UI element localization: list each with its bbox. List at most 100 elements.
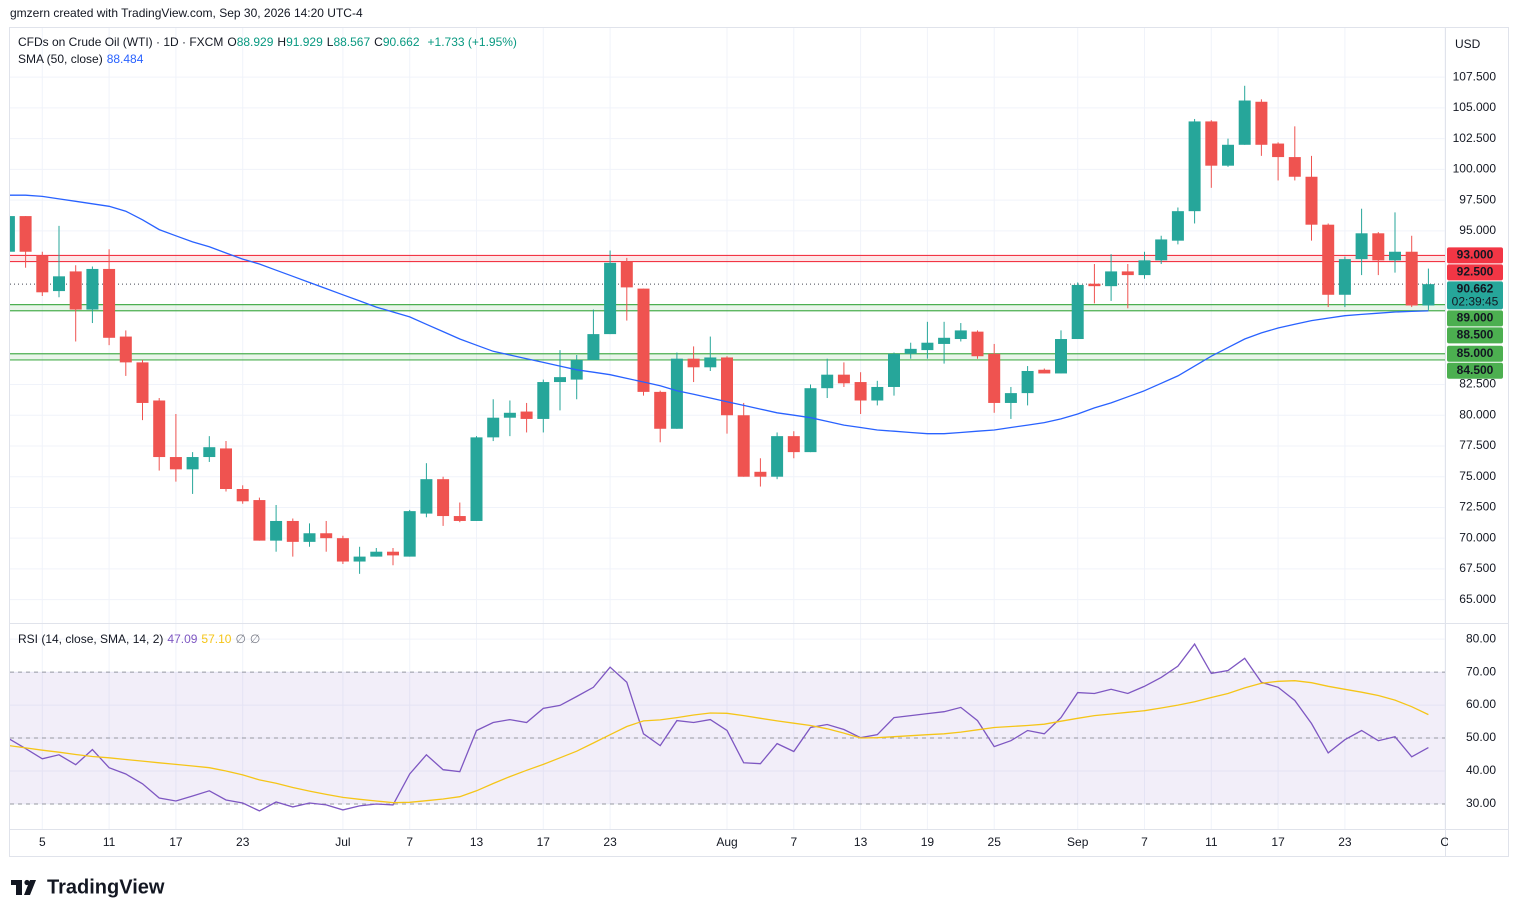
series-line — [10, 680, 1429, 804]
x-tick-label: 11 — [1205, 835, 1218, 849]
price-badge-label: 02:39:45 — [1452, 295, 1499, 309]
candle-body — [854, 382, 867, 401]
ohlc-legend: O88.929 H91.929 L88.567 C90.662 — [227, 35, 423, 49]
x-tick-label: 11 — [103, 835, 116, 849]
candle-body — [721, 357, 733, 416]
x-tick-label: 7 — [406, 835, 413, 849]
candle-body — [286, 520, 299, 542]
x-tick-label: 5 — [39, 835, 46, 849]
candle-body — [119, 336, 132, 363]
price-badge — [1447, 281, 1503, 310]
candle-body — [871, 386, 884, 401]
candle-body — [420, 479, 433, 514]
candle-body — [620, 261, 633, 288]
candle-body — [1405, 251, 1418, 306]
candle-body — [1105, 271, 1118, 287]
candle-body — [971, 331, 984, 357]
y-tick-label: 40.00 — [1466, 763, 1496, 777]
x-tick-label: 13 — [470, 835, 484, 849]
price-pane — [10, 28, 1445, 623]
candle-body — [988, 353, 1001, 403]
rsi-value: 57.10 — [201, 632, 232, 646]
candle-body — [19, 216, 32, 252]
sma-name: SMA (50, close) — [18, 52, 103, 66]
candle-body — [169, 457, 182, 470]
candle-body — [203, 447, 216, 458]
candle-body — [403, 511, 416, 557]
candle-body — [1272, 143, 1285, 158]
candle-body — [787, 436, 800, 453]
candle-body — [1355, 233, 1368, 260]
candle-body — [1155, 239, 1168, 261]
y-tick-label: 97.500 — [1459, 192, 1496, 206]
candle-body — [1071, 284, 1084, 340]
candle-body — [1021, 370, 1034, 394]
y-tick-label: 80.00 — [1466, 631, 1496, 645]
ohlc-key: H — [277, 35, 287, 49]
x-tick-label: 23 — [236, 835, 250, 849]
y-tick-label: 107.500 — [1453, 69, 1497, 83]
price-badge-label: 90.662 — [1457, 282, 1494, 296]
series-line — [10, 642, 1429, 812]
y-tick-label: 105.000 — [1453, 100, 1497, 114]
y-tick-label: 75.000 — [1459, 469, 1496, 483]
candle-body — [754, 471, 767, 477]
candle-body — [353, 556, 366, 562]
candle-body — [554, 377, 566, 383]
ohlc-value: 88.567 — [333, 35, 371, 49]
candle-body — [103, 268, 116, 338]
frame — [9, 27, 1509, 857]
rsi-value: 47.09 — [167, 632, 198, 646]
series-line — [10, 194, 1429, 435]
ohlc-item: H91.929 — [277, 35, 326, 49]
level-zone — [10, 255, 1445, 262]
price-badge-label: 85.000 — [1457, 346, 1494, 360]
price-badge-label: 89.000 — [1457, 311, 1494, 325]
rsi-title: RSI (14, close, SMA, 14, 2) — [18, 632, 164, 646]
candle-body — [1188, 121, 1201, 212]
x-tick-label: 23 — [603, 835, 617, 849]
candle-body — [654, 391, 667, 429]
ohlc-key: O — [227, 35, 237, 49]
symbol-title: CFDs on Crude Oil (WTI) · 1D · FXCM — [18, 35, 224, 49]
candle-body — [1004, 393, 1017, 403]
candle-body — [370, 551, 383, 557]
candle-body — [1055, 339, 1067, 374]
sma-legend: SMA (50, close) 88.484 — [18, 52, 147, 66]
candle-body — [236, 489, 249, 502]
price-badge — [1447, 247, 1503, 264]
rsi-values: 47.09 57.10 ∅ ∅ — [167, 632, 264, 646]
candle-body — [153, 400, 166, 458]
x-tick-label: 25 — [988, 835, 1002, 849]
y-tick-label: 50.00 — [1466, 730, 1496, 744]
ohlc-item: L88.567 — [327, 35, 374, 49]
y-tick-label: 102.500 — [1453, 131, 1497, 145]
date-axis: 5 11 17 23 Jul 7 13 17 23 Aug 7 13 19 25 Sep 7 11 17 23 O — [39, 835, 1448, 849]
ohlc-key: L — [326, 35, 334, 49]
y-tick-label: 77.500 — [1459, 438, 1496, 452]
candle-body — [136, 362, 149, 403]
y-tick-label: 70.00 — [1466, 664, 1496, 678]
ohlc-value: 88.929 — [236, 35, 274, 49]
logo-text: TradingView — [47, 876, 165, 898]
candle-body — [904, 348, 917, 354]
x-tick-label: 17 — [537, 835, 551, 849]
candle-body — [320, 533, 333, 539]
candle-body — [837, 374, 850, 384]
candle-body — [737, 415, 750, 477]
candle-body — [503, 412, 516, 418]
ohlc-item: C90.662 — [374, 35, 423, 49]
candle-body — [938, 337, 951, 344]
x-tick-label: 7 — [1141, 835, 1148, 849]
candle-body — [1222, 144, 1234, 166]
rsi-pane — [10, 624, 1445, 829]
change: +1.733 (+1.95%) — [427, 35, 517, 49]
candle-body — [470, 437, 483, 521]
price-badge — [1447, 345, 1503, 362]
y-tick-label: 30.00 — [1466, 796, 1496, 810]
price-badge — [1447, 310, 1503, 327]
y-tick-label: 70.000 — [1459, 530, 1496, 544]
ohlc-key: C — [374, 35, 383, 49]
